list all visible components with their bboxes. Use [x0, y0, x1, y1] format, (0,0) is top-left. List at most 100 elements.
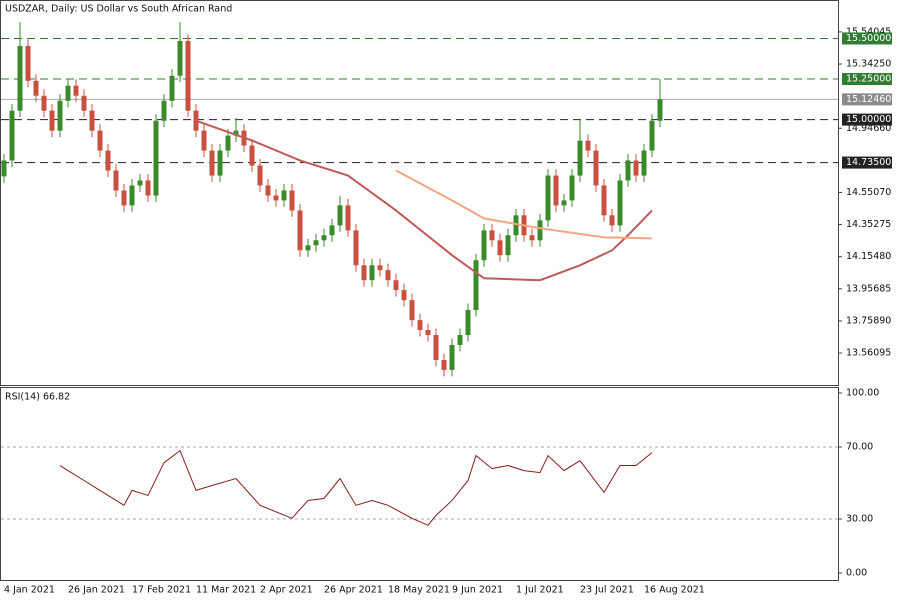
candle-body [545, 175, 551, 221]
y-tick-label: 14.35275 [846, 219, 891, 230]
level-box [842, 32, 892, 45]
candle-body [89, 110, 95, 131]
candle-body [529, 235, 535, 241]
x-tick-label: 18 May 2021 [388, 585, 450, 596]
candle-body [489, 230, 495, 241]
candle-body [33, 80, 39, 96]
y-tick-label: 15.54045 [846, 26, 891, 37]
candle-body [345, 205, 351, 231]
candle-body [609, 215, 615, 226]
candle-body [337, 205, 343, 226]
candle-body [649, 120, 655, 151]
candle-body [425, 330, 431, 336]
candle-body [497, 240, 503, 256]
level-label: 15.25000 [846, 74, 891, 85]
candle-body [193, 110, 199, 131]
candle-body [409, 300, 415, 321]
candle-body [321, 235, 327, 241]
x-tick-label: 26 Apr 2021 [324, 585, 383, 596]
rsi-pane [0, 387, 839, 581]
level-label: 15.12460 [846, 94, 891, 105]
candle-body [297, 210, 303, 251]
rsi-line [59, 449, 653, 526]
price-pane [0, 0, 839, 386]
candle-body [441, 360, 447, 370]
candle-body [513, 215, 519, 236]
y-tick-label: 13.56095 [846, 348, 891, 359]
level-box [842, 113, 892, 126]
candle-body [417, 320, 423, 331]
candle-body [505, 235, 511, 256]
candle-body [49, 110, 55, 131]
candle-body [73, 85, 79, 96]
candle-body [585, 140, 591, 151]
level-label: 14.73500 [846, 157, 891, 168]
candle-body [249, 145, 255, 166]
x-tick-label: 26 Jan 2021 [68, 585, 125, 596]
candle-body [433, 335, 439, 361]
y-tick-label: 13.75890 [846, 315, 891, 326]
candle-body [377, 265, 383, 271]
candle-body [457, 335, 463, 345]
candle-body [41, 95, 47, 111]
candle-body [313, 240, 319, 246]
candle-body [353, 230, 359, 266]
candle-body [273, 195, 279, 201]
candle-body [225, 135, 231, 151]
candle-body [393, 280, 399, 291]
candle-body [97, 130, 103, 151]
candle-body [601, 185, 607, 216]
candle-body [569, 175, 575, 201]
candle-body [641, 150, 647, 176]
x-tick-label: 17 Feb 2021 [132, 585, 191, 596]
candle-body [449, 344, 455, 370]
candle-body [401, 290, 407, 301]
candle-body [65, 85, 71, 101]
candle-body [305, 245, 311, 251]
candle-body [113, 170, 119, 191]
x-tick-label: 11 Mar 2021 [196, 585, 256, 596]
candle-body [105, 150, 111, 171]
x-tick-label: 2 Apr 2021 [260, 585, 313, 596]
candle-body [361, 265, 367, 281]
candle-body [137, 180, 143, 186]
candle-body [201, 130, 207, 151]
moving-average [195, 119, 653, 282]
candle-body [633, 160, 639, 176]
y-tick-label: 70.00 [846, 442, 873, 453]
candle-body [185, 40, 191, 111]
candle-body [9, 110, 15, 161]
candle-body [577, 140, 583, 176]
rsi-title: RSI(14) 66.82 [5, 392, 70, 403]
candle-body [537, 220, 543, 241]
candle-body [177, 40, 183, 76]
x-tick-label: 16 Aug 2021 [644, 585, 705, 596]
moving-average [395, 169, 653, 240]
candle-body [265, 185, 271, 196]
y-tick-label: 100.00 [846, 388, 879, 399]
candle-body [121, 190, 127, 206]
level-box [842, 73, 892, 86]
x-tick-label: 23 Jul 2021 [580, 585, 634, 596]
candle-body [257, 165, 263, 186]
candle-body [217, 150, 223, 176]
candle-body [209, 150, 215, 176]
candle-body [289, 190, 295, 211]
y-tick-label: 14.15480 [846, 251, 891, 262]
level-label: 15.50000 [846, 33, 891, 44]
candle-body [593, 150, 599, 186]
candle-body [153, 120, 159, 196]
level-label: 15.00000 [846, 114, 891, 125]
level-box [842, 93, 892, 106]
candle-body [561, 200, 567, 206]
candle-body [1, 160, 7, 177]
candle-body [81, 95, 87, 111]
y-tick-label: 15.34250 [846, 59, 891, 70]
candle-body [329, 225, 335, 236]
candle-body [233, 130, 239, 136]
candle-body [369, 265, 375, 281]
candle-body [17, 45, 23, 111]
candle-body [129, 185, 135, 206]
candle-body [281, 190, 287, 201]
